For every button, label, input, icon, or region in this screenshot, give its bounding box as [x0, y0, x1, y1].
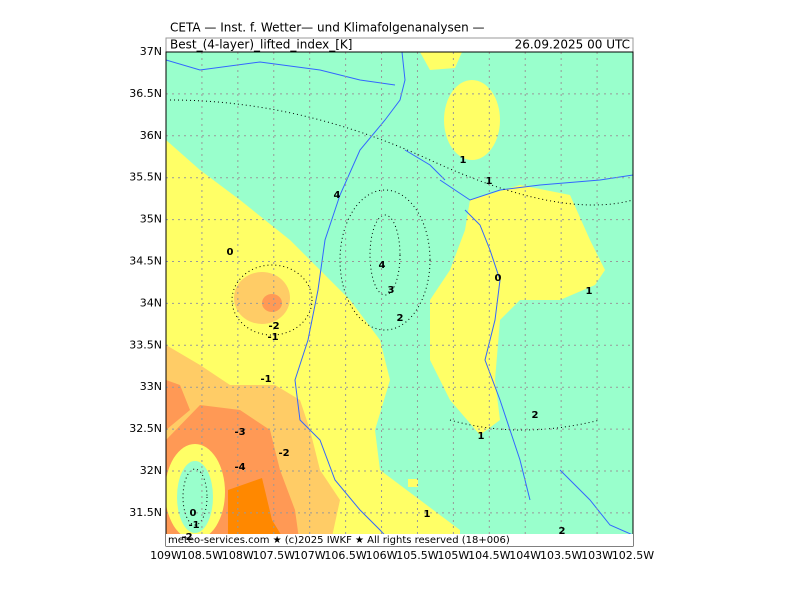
- contour-label: 0: [227, 247, 234, 258]
- lon-label: 105W: [437, 549, 469, 562]
- yellow-region: [408, 479, 418, 487]
- lat-label: 34N: [140, 296, 162, 309]
- contour-label: -1: [188, 520, 199, 531]
- lon-label: 102.5W: [612, 549, 654, 562]
- contour-label: -1: [260, 374, 271, 385]
- lat-label: 34.5N: [129, 255, 162, 268]
- field-name: Best_(4-layer)_lifted_index_[K]: [170, 38, 352, 52]
- yellow-region: [444, 80, 500, 160]
- lon-label: 104W: [509, 549, 541, 562]
- lon-label: 104.5W: [468, 549, 510, 562]
- contour-label: 1: [586, 286, 593, 297]
- contour-label: 2: [559, 526, 566, 537]
- lon-label: 105.5W: [396, 549, 438, 562]
- light-orange-region: [234, 272, 290, 324]
- title: CETA — Inst. f. Wetter— und Klimafolgena…: [170, 21, 485, 35]
- rivers: [166, 52, 633, 546]
- contours: [169, 99, 633, 526]
- contour-label: 1: [424, 509, 431, 520]
- lon-label: 106.5W: [324, 549, 366, 562]
- lon-label: 108W: [222, 549, 254, 562]
- contour-label: -3: [234, 427, 245, 438]
- date: 26.09.2025 00 UTC: [515, 38, 630, 52]
- grid: [166, 52, 633, 546]
- lat-label: 33.5N: [129, 338, 162, 351]
- map-area: [165, 51, 634, 547]
- orange-region: [166, 380, 190, 430]
- contour-label: 2: [532, 410, 539, 421]
- lon-label: 109W: [150, 549, 182, 562]
- lon-label: 103W: [581, 549, 613, 562]
- yellow-region: [430, 185, 605, 435]
- footer-box: [166, 534, 633, 546]
- contour-label: -1: [267, 332, 278, 343]
- contour-label: 1: [478, 431, 485, 442]
- lat-label: 35.5N: [129, 171, 162, 184]
- contour-label: 4: [334, 190, 341, 201]
- contour-label: 1: [460, 155, 467, 166]
- lat-label: 36N: [140, 129, 162, 142]
- lon-label: 108.5W: [181, 549, 223, 562]
- lon-label: 107.5W: [253, 549, 295, 562]
- contour-label: 2: [397, 313, 404, 324]
- orange-region: [262, 294, 282, 312]
- contour-label: 1: [486, 176, 493, 187]
- contour-label: -2: [278, 448, 289, 459]
- lat-label: 35N: [140, 213, 162, 226]
- contour-label: -4: [234, 462, 245, 473]
- lon-label: 106W: [366, 549, 398, 562]
- lat-label: 32N: [140, 464, 162, 477]
- contour-label: 0: [190, 508, 197, 519]
- lat-label: 31.5N: [129, 506, 162, 519]
- labels: 109W108.5W108W107.5W107W106.5W106W105.5W…: [129, 45, 654, 562]
- footer: meteo-services.com ★ (c)2025 IWKF ★ All …: [168, 535, 510, 546]
- contour-label: -2: [268, 321, 279, 332]
- lat-label: 37N: [140, 45, 162, 58]
- lon-label: 103.5W: [540, 549, 582, 562]
- contour-label: 3: [388, 285, 395, 296]
- dark-orange-region: [228, 478, 288, 546]
- lat-label: 33N: [140, 380, 162, 393]
- contour-label: 0: [495, 273, 502, 284]
- contour-label: 4: [379, 260, 386, 271]
- contour-label: -2: [181, 532, 192, 543]
- yellow-region: [420, 52, 462, 70]
- lat-label: 36.5N: [129, 87, 162, 100]
- lat-label: 32.5N: [129, 422, 162, 435]
- lon-label: 107W: [294, 549, 326, 562]
